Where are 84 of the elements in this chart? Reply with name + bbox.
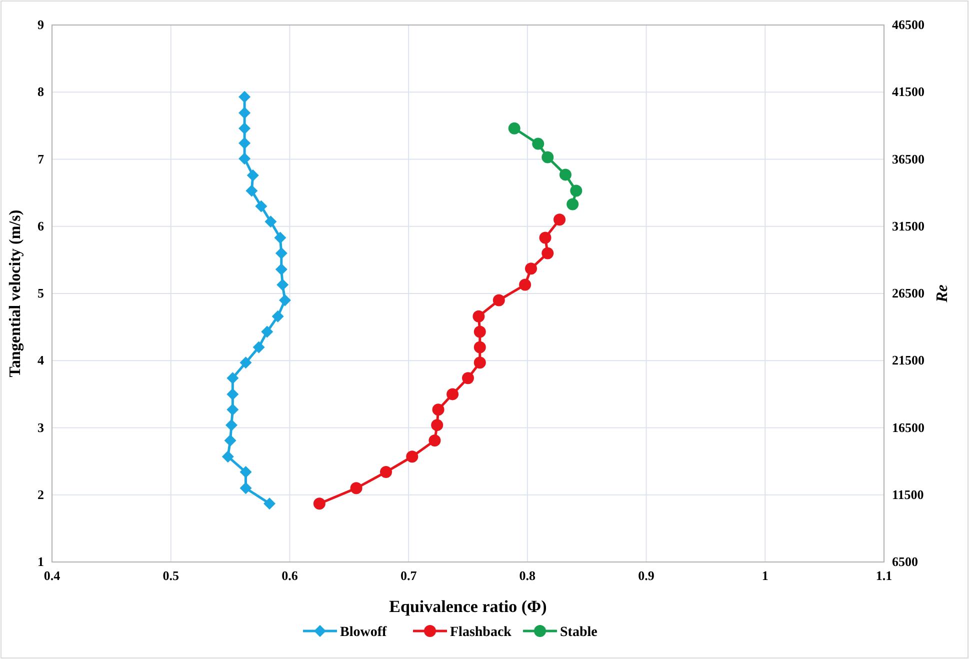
y2-tick-label: 16500: [892, 420, 924, 435]
point: [313, 498, 326, 510]
y-tick-label: 6: [38, 218, 44, 234]
point: [276, 278, 289, 291]
x-tick-label: 0.7: [400, 568, 418, 583]
y-tick-label: 5: [38, 286, 44, 300]
point: [570, 184, 582, 197]
x-tick-label: 0.5: [162, 568, 180, 583]
point: [278, 294, 291, 306]
point: [274, 232, 286, 244]
y-tick-label: 2: [38, 486, 44, 502]
point: [472, 310, 485, 322]
y-tick-label: 1: [38, 554, 44, 569]
y2-tick-label: 36500: [892, 151, 924, 166]
point: [224, 434, 236, 447]
y-tick-label: 8: [38, 84, 44, 100]
point: [462, 372, 474, 384]
point: [474, 356, 486, 369]
point: [246, 169, 259, 182]
point: [542, 151, 554, 164]
point: [446, 388, 459, 400]
point: [238, 137, 251, 150]
point: [264, 498, 276, 510]
point: [264, 216, 277, 228]
point: [432, 404, 444, 416]
x-tick-label: 0.4: [44, 568, 61, 583]
point: [428, 434, 441, 447]
point: [524, 262, 537, 275]
point: [275, 247, 288, 260]
y2-tick-label: 26500: [892, 286, 924, 300]
point: [474, 341, 486, 354]
point: [431, 419, 444, 432]
point: [532, 138, 544, 150]
point: [380, 466, 392, 478]
point: [350, 482, 362, 494]
point: [226, 404, 239, 416]
point: [222, 450, 234, 463]
legend-label: Stable: [560, 625, 598, 640]
point: [240, 356, 252, 369]
point: [275, 263, 288, 276]
x-axis-title: Equivalence ratio (Φ): [389, 597, 547, 616]
y-tick-label: 4: [38, 352, 44, 368]
y2-tick-label: 11500: [892, 486, 924, 502]
x-tick-label: 1.1: [876, 568, 892, 583]
point: [238, 106, 251, 119]
x-tick-label: 0.9: [638, 568, 655, 583]
y2-tick-label: 21500: [892, 352, 924, 368]
y2-axis-title: Re: [934, 284, 951, 304]
point: [226, 372, 239, 384]
point: [492, 294, 505, 306]
point: [519, 278, 532, 291]
point: [240, 466, 252, 478]
point: [542, 247, 554, 260]
point: [508, 122, 520, 134]
y-tick-label: 9: [38, 17, 44, 32]
legend-label: Blowoff: [340, 625, 387, 640]
point: [226, 388, 239, 400]
y-axis-title: Tangential velocity (m/s): [7, 210, 24, 378]
point: [554, 214, 566, 226]
point: [238, 122, 251, 134]
point: [539, 232, 552, 244]
point: [238, 90, 251, 103]
x-tick-label: 1: [762, 568, 768, 583]
y2-tick-label: 31500: [892, 218, 924, 234]
y2-tick-label: 46500: [892, 17, 924, 32]
point: [246, 184, 258, 197]
point: [252, 341, 265, 354]
y2-tick-label: 41500: [892, 84, 924, 100]
point: [261, 326, 274, 338]
y-tick-label: 3: [38, 420, 44, 435]
legend-label: Flashback: [450, 625, 512, 640]
point: [559, 168, 572, 181]
point: [474, 326, 486, 338]
point: [240, 482, 252, 494]
y2-tick-label: 6500: [892, 554, 918, 569]
point: [255, 200, 268, 212]
point: [225, 419, 238, 432]
point: [272, 310, 284, 322]
x-tick-label: 0.8: [519, 568, 536, 583]
y-tick-label: 7: [38, 151, 44, 166]
point: [566, 198, 579, 210]
point: [406, 450, 418, 463]
x-tick-label: 0.6: [282, 568, 298, 583]
point: [238, 152, 251, 165]
